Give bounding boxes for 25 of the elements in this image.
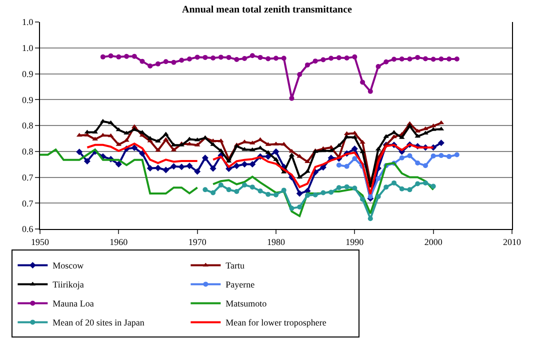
y-tick-label: 0.6 xyxy=(22,224,34,234)
y-tick-label: 0.9 xyxy=(22,68,34,79)
x-tick-label: 1990 xyxy=(346,236,364,247)
y-tick-label: 0.7 xyxy=(22,172,34,182)
x-tick-label: 1950 xyxy=(31,236,50,247)
legend-label: Matsumoto xyxy=(226,298,268,309)
y-tick-label: 0.8 xyxy=(22,120,34,131)
y-tick-label: 0.7 xyxy=(22,198,34,208)
y-tick-label: 0.9 xyxy=(22,94,34,105)
x-tick-label: 1980 xyxy=(267,236,286,247)
legend-label: Mean for lower troposphere xyxy=(226,318,326,328)
x-tick-label: 2000 xyxy=(424,236,443,247)
y-tick-label: 1.0 xyxy=(22,17,34,28)
legend-label: Moscow xyxy=(52,260,84,271)
legend-label: Tiirikoja xyxy=(52,280,84,290)
x-tick-label: 1960 xyxy=(110,236,128,247)
legend-label: Mauna Loa xyxy=(52,298,94,309)
legend-label: Tartu xyxy=(226,260,246,271)
y-tick-label: 1.0 xyxy=(22,43,34,54)
legend-label: Payerne xyxy=(226,280,255,290)
x-tick-label: 1970 xyxy=(188,236,207,247)
chart-title: Annual mean total zenith transmittance xyxy=(182,4,353,16)
legend-label: Mean of 20 sites in Japan xyxy=(52,318,145,328)
y-tick-label: 0.8 xyxy=(22,146,34,157)
x-tick-label: 2010 xyxy=(503,236,522,247)
